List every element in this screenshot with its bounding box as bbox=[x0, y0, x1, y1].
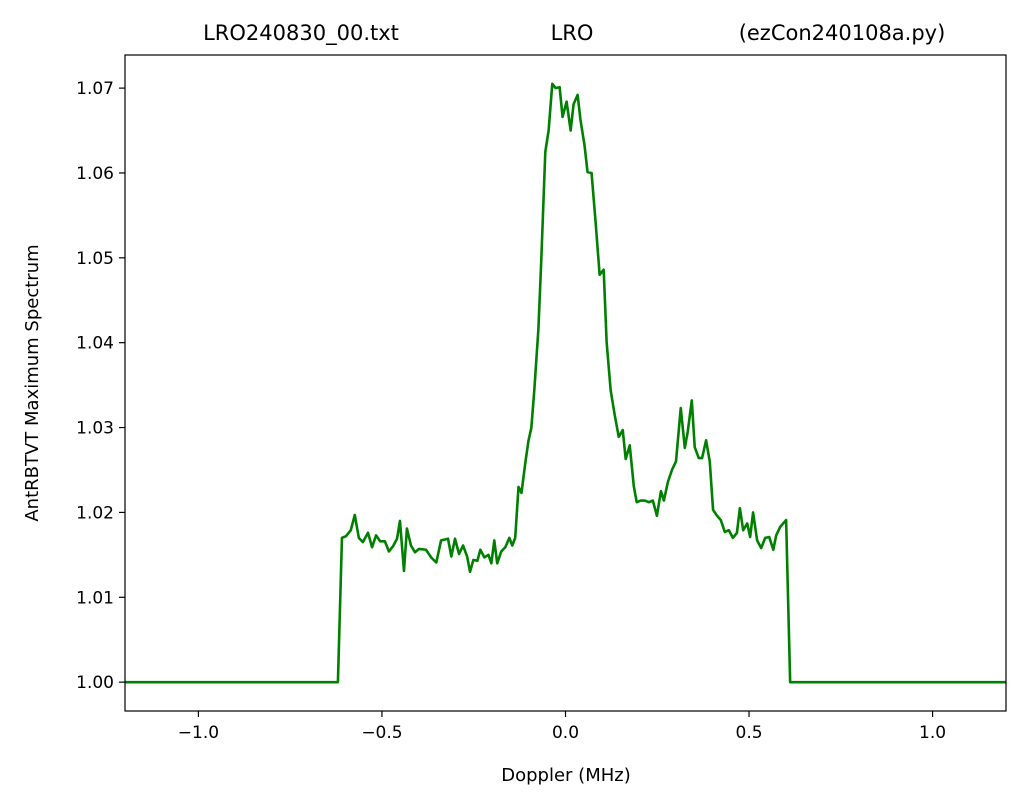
chart-title: LRO240830_00.txt bbox=[203, 21, 399, 46]
x-tick-label: 0.5 bbox=[736, 723, 763, 743]
plot-frame bbox=[124, 54, 1007, 712]
y-tick-label: 1.03 bbox=[76, 419, 114, 439]
x-tick-label: −1.0 bbox=[178, 723, 219, 743]
data-line bbox=[125, 82, 1006, 684]
y-tick-label: 1.05 bbox=[76, 249, 114, 269]
x-tick-label: −0.5 bbox=[361, 723, 402, 743]
y-tick-label: 1.04 bbox=[76, 334, 114, 354]
y-axis-label: AntRBTVT Maximum Spectrum bbox=[22, 244, 43, 521]
y-tick-label: 1.07 bbox=[76, 79, 114, 99]
chart-title: LRO bbox=[551, 21, 594, 45]
y-tick-label: 1.00 bbox=[76, 673, 114, 693]
x-axis-label: Doppler (MHz) bbox=[501, 765, 630, 786]
x-tick-label: 1.0 bbox=[919, 723, 946, 743]
x-tick-label: 0.0 bbox=[552, 723, 579, 743]
y-tick-label: 1.02 bbox=[76, 503, 114, 523]
y-tick-label: 1.01 bbox=[76, 588, 114, 608]
chart-title: (ezCon240108a.py) bbox=[739, 21, 946, 45]
y-tick-label: 1.06 bbox=[76, 164, 114, 184]
